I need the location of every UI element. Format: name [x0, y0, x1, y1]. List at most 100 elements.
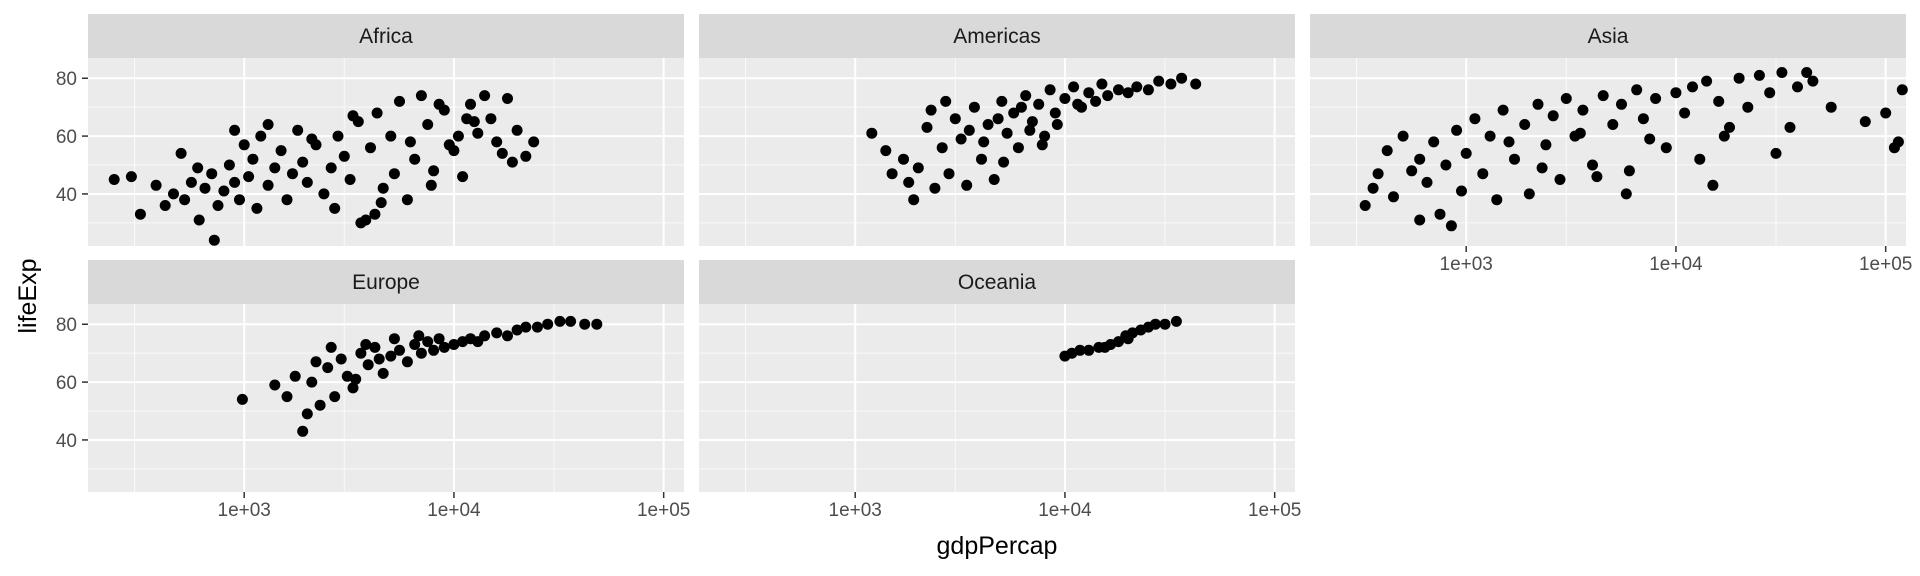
- data-point: [1142, 84, 1154, 96]
- data-point: [1896, 84, 1908, 96]
- x-tick-label: 1e+03: [829, 500, 882, 521]
- data-point: [1440, 159, 1452, 171]
- data-point: [1359, 200, 1371, 211]
- data-point: [425, 179, 437, 191]
- data-point: [1825, 101, 1837, 113]
- facet-strip-label: Americas: [953, 25, 1041, 48]
- data-point: [1372, 168, 1384, 180]
- data-point: [886, 168, 898, 180]
- data-point: [898, 153, 909, 165]
- x-tick-label: 1e+04: [427, 500, 481, 521]
- data-point: [1764, 87, 1776, 99]
- data-point: [1733, 72, 1745, 84]
- data-point: [880, 145, 892, 157]
- data-point: [511, 124, 523, 136]
- data-point: [943, 168, 955, 180]
- data-point: [921, 121, 933, 133]
- data-point: [238, 139, 250, 151]
- data-point: [269, 379, 281, 391]
- data-point: [289, 370, 301, 382]
- data-point: [329, 391, 341, 403]
- data-point: [335, 353, 347, 365]
- data-point: [212, 200, 224, 211]
- data-point: [269, 162, 281, 174]
- data-point: [179, 194, 191, 206]
- data-point: [236, 393, 248, 405]
- data-point: [1620, 188, 1632, 200]
- data-point: [1072, 98, 1084, 110]
- data-point: [579, 318, 591, 330]
- x-tick-label: 1e+05: [1859, 254, 1912, 275]
- data-point: [306, 376, 318, 388]
- data-point: [347, 110, 359, 122]
- data-point: [1083, 87, 1095, 99]
- data-point: [1170, 315, 1182, 327]
- data-point: [472, 127, 484, 139]
- data-point: [940, 95, 952, 107]
- data-point: [243, 171, 255, 183]
- data-point: [1397, 130, 1409, 142]
- x-tick-label: 1e+04: [1038, 500, 1092, 521]
- data-point: [1509, 153, 1520, 165]
- panel-background: [699, 304, 1295, 492]
- x-axis-title: gdpPercap: [937, 532, 1058, 560]
- data-point: [1414, 153, 1426, 165]
- data-point: [1033, 98, 1045, 110]
- data-point: [377, 182, 389, 194]
- data-point: [1165, 78, 1177, 90]
- data-point: [1540, 139, 1552, 151]
- data-point: [1020, 90, 1032, 102]
- y-tick-label: 80: [56, 69, 77, 90]
- data-point: [955, 133, 967, 145]
- data-point: [229, 124, 241, 136]
- facet-strip-label: Europe: [352, 271, 420, 294]
- data-point: [415, 90, 427, 102]
- data-point: [1381, 145, 1393, 157]
- data-point: [443, 139, 455, 151]
- data-point: [1519, 119, 1531, 130]
- data-point: [355, 217, 367, 229]
- data-point: [1477, 168, 1489, 180]
- data-point: [1456, 185, 1467, 197]
- data-point: [125, 171, 137, 183]
- data-point: [1001, 127, 1013, 139]
- data-point: [1607, 119, 1619, 130]
- data-point: [185, 176, 197, 188]
- data-point: [925, 104, 937, 116]
- facet-strip-label: Oceania: [958, 271, 1037, 294]
- data-point: [1597, 90, 1609, 102]
- data-point: [281, 194, 293, 206]
- data-point: [1074, 344, 1086, 356]
- data-point: [998, 156, 1010, 168]
- data-point: [159, 200, 171, 211]
- data-point: [251, 202, 263, 214]
- data-point: [413, 330, 425, 342]
- data-point: [373, 353, 385, 365]
- data-point: [415, 347, 427, 359]
- data-point: [528, 136, 540, 148]
- data-point: [496, 147, 508, 159]
- data-point: [1660, 142, 1672, 154]
- data-point: [301, 408, 313, 420]
- x-tick-label: 1e+05: [637, 500, 690, 521]
- data-point: [1469, 113, 1481, 125]
- y-tick-label: 60: [56, 373, 77, 394]
- data-point: [1159, 318, 1171, 330]
- facet-strip-label: Africa: [359, 25, 413, 48]
- data-point: [1434, 208, 1446, 220]
- data-point: [1153, 75, 1165, 87]
- data-point: [1523, 188, 1535, 200]
- data-point: [982, 119, 994, 130]
- data-point: [1536, 162, 1548, 174]
- data-point: [1718, 130, 1730, 142]
- data-point: [1497, 104, 1509, 116]
- y-tick-label: 80: [56, 315, 77, 336]
- data-point: [1560, 93, 1572, 104]
- data-point: [1049, 107, 1061, 119]
- data-point: [479, 90, 491, 102]
- data-point: [347, 382, 359, 394]
- data-point: [866, 127, 878, 139]
- data-point: [1892, 136, 1904, 148]
- data-point: [491, 327, 503, 339]
- data-point: [199, 182, 211, 194]
